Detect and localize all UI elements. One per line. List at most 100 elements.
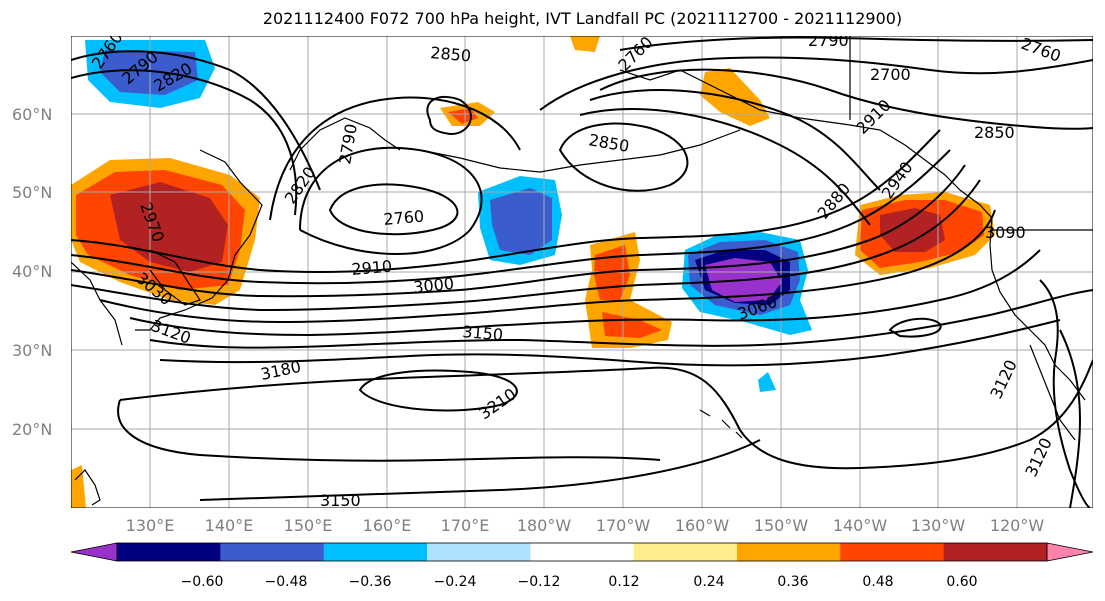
lon-label: 120°W — [990, 516, 1045, 535]
contour-line — [1059, 329, 1082, 508]
lat-label: 30°N — [12, 341, 52, 360]
colorbar-cells — [70, 542, 1094, 562]
colorbar-cell — [530, 543, 635, 561]
shading-positive-top — [570, 36, 600, 52]
colorbar-extend-min — [70, 542, 118, 562]
contour-line — [888, 317, 942, 338]
contour-label: 3000 — [412, 274, 454, 297]
colorbar-cell — [840, 543, 945, 561]
lon-label: 160°E — [363, 516, 412, 535]
shading-negative-central-core — [490, 188, 552, 255]
colorbar-tick-label: −0.36 — [349, 574, 392, 590]
map-title: 2021112400 F072 700 hPa height, IVT Land… — [262, 9, 903, 28]
contour-line — [426, 95, 472, 136]
contour-line — [129, 249, 1041, 337]
lat-axis: 60°N 50°N 40°N 30°N 20°N — [12, 105, 52, 439]
colorbar: −0.60 −0.48 −0.36 −0.24 −0.12 0.12 0.24 … — [70, 542, 1094, 590]
colorbar-tick-label: −0.48 — [265, 574, 308, 590]
lon-label: 170°E — [441, 516, 490, 535]
contour-label: 2790 — [808, 31, 849, 50]
coastline-philippines — [74, 469, 101, 506]
contour-line — [71, 149, 951, 285]
coastline-asia — [135, 149, 263, 331]
coastline-aleutians — [419, 129, 741, 173]
lon-label: 140°E — [205, 516, 254, 535]
lon-label: 130°W — [911, 516, 966, 535]
colorbar-tick-label: 0.60 — [946, 574, 977, 590]
colorbar-cell — [117, 543, 221, 561]
contour-line — [119, 359, 1093, 470]
colorbar-tick-label: 0.24 — [693, 574, 724, 590]
contour-line — [71, 179, 981, 312]
lon-label: 170°W — [596, 516, 651, 535]
contour-line — [71, 50, 321, 191]
colorbar-cell — [323, 543, 428, 561]
colorbar-extend-max — [1046, 542, 1094, 562]
border-us-canada — [849, 36, 1093, 231]
contour-line — [1039, 279, 1091, 508]
shading-positive-sw — [71, 465, 86, 508]
contour-line — [579, 108, 871, 226]
lon-label: 130°E — [126, 516, 175, 535]
coastline-hawaii — [699, 409, 743, 439]
colorbar-cell — [633, 543, 738, 561]
contour-label: 2850 — [430, 43, 472, 65]
colorbar-outline — [116, 542, 1048, 562]
contour-line — [358, 369, 518, 412]
contour-line — [619, 36, 1093, 51]
colorbar-tick-label: −0.60 — [181, 574, 224, 590]
contour-line — [558, 122, 689, 192]
contour-line — [589, 89, 881, 191]
contour-line — [269, 96, 521, 221]
contour-label: 2910 — [351, 257, 393, 279]
contour-label: 2760 — [383, 207, 425, 229]
contour-line — [117, 399, 661, 462]
colorbar-tick-label: 0.48 — [862, 574, 893, 590]
contour-label: 3150 — [462, 322, 504, 344]
coastline-japan — [149, 249, 201, 306]
contour-line — [99, 209, 996, 324]
contour-line — [149, 289, 1093, 349]
lon-label: 150°W — [754, 516, 809, 535]
coastline-kamchatka — [289, 117, 401, 171]
contour-label: 2850 — [974, 123, 1015, 142]
contour-line — [71, 69, 298, 216]
lon-label: 180°W — [517, 516, 572, 535]
coastline-baja — [1029, 344, 1076, 441]
coastline-bc — [879, 129, 993, 219]
colorbar-cell — [427, 543, 531, 561]
colorbar-tick-label: −0.24 — [434, 574, 477, 590]
colorbar-cell — [943, 543, 1048, 561]
height-contours — [71, 36, 1093, 508]
contour-line — [328, 183, 459, 236]
shading-positive-170w-low — [602, 312, 662, 338]
contour-line — [199, 439, 761, 501]
colorbar-tick-label: 0.12 — [608, 574, 639, 590]
contour-line — [299, 146, 483, 255]
contour-line — [599, 68, 1093, 130]
colorbar-tick-label: 0.36 — [777, 574, 808, 590]
contour-line — [159, 319, 1061, 367]
shading-negative-hawaii — [758, 372, 776, 392]
shading-positive-ne-core — [880, 208, 945, 252]
shading-negative-nw-core — [100, 50, 198, 95]
coastline-us-west — [989, 217, 1086, 401]
colorbar-cell — [220, 543, 325, 561]
map-panel: 2760 2790 2820 2850 2760 2760 2700 2850 … — [71, 31, 1093, 510]
colorbar-cell — [737, 543, 841, 561]
lat-label: 50°N — [12, 183, 52, 202]
contour-label: 2700 — [870, 65, 911, 84]
lat-label: 60°N — [12, 105, 52, 124]
contour-label: 3150 — [320, 491, 361, 510]
lat-label: 40°N — [12, 262, 52, 281]
lon-axis: 130°E 140°E 150°E 160°E 170°E 180°W 170°… — [126, 516, 1045, 535]
contour-line — [71, 129, 941, 273]
lon-label: 160°W — [675, 516, 730, 535]
coastlines — [71, 36, 1093, 506]
colorbar-tick-label: −0.12 — [518, 574, 561, 590]
contour-label: 3090 — [985, 223, 1026, 242]
lon-label: 140°W — [833, 516, 888, 535]
lon-label: 150°E — [284, 516, 333, 535]
lat-label: 20°N — [12, 420, 52, 439]
